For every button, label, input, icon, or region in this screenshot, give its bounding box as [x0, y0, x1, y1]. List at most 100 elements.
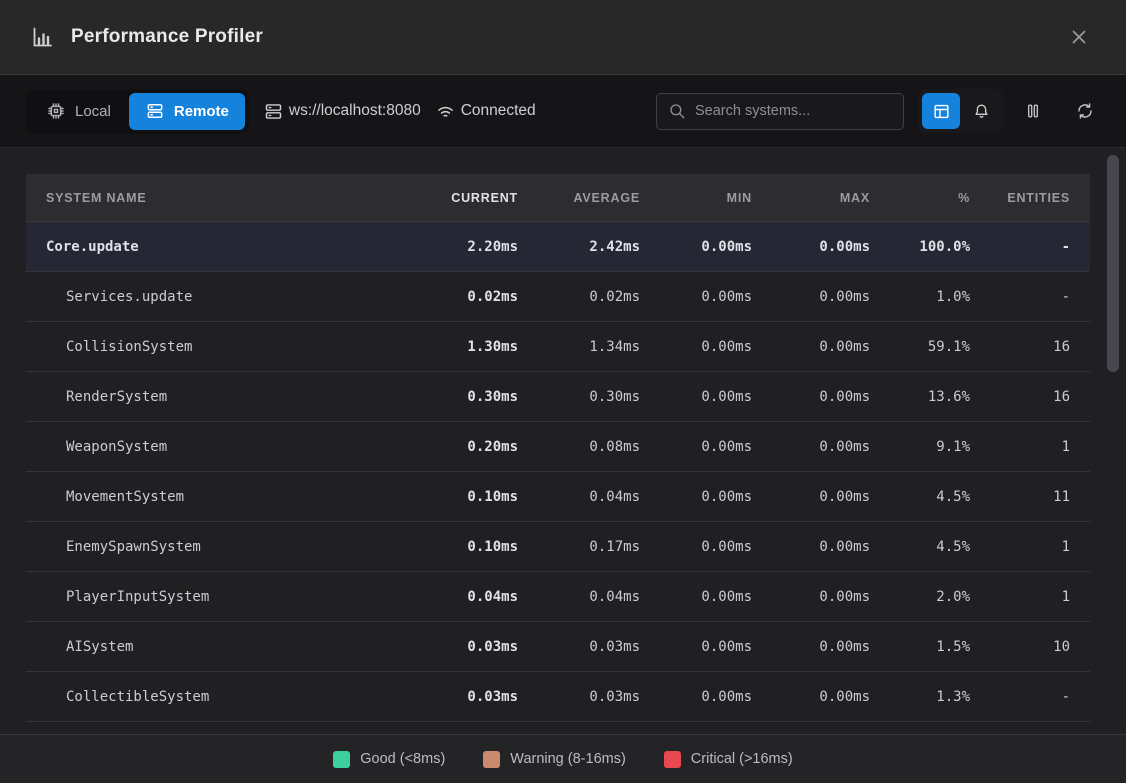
system-name-cell: RenderSystem	[66, 388, 168, 405]
table-row[interactable]: AISystem 0.03ms 0.03ms 0.00ms 0.00ms 1.5…	[26, 622, 1090, 672]
window-title: Performance Profiler	[71, 26, 263, 47]
column-header-system-name[interactable]: SYSTEM NAME	[46, 190, 147, 205]
table-row[interactable]: MovementSystem 0.10ms 0.04ms 0.00ms 0.00…	[26, 472, 1090, 522]
current-cell: 0.30ms	[467, 388, 518, 405]
average-cell: 0.04ms	[589, 588, 640, 605]
legend-item-good: Good (<8ms)	[333, 750, 446, 768]
percent-cell: 2.0%	[936, 588, 970, 605]
bar-chart-icon	[30, 25, 54, 49]
max-cell: 0.00ms	[819, 438, 870, 455]
column-header-max[interactable]: MAX	[839, 190, 870, 205]
table-area: SYSTEM NAME CURRENT AVERAGE MIN MAX % EN…	[0, 148, 1126, 734]
min-cell: 0.00ms	[701, 488, 752, 505]
legend-good-label: Good (<8ms)	[360, 751, 446, 767]
close-button[interactable]	[1062, 20, 1096, 54]
system-name-cell: CollisionSystem	[66, 338, 193, 355]
average-cell: 0.30ms	[589, 388, 640, 405]
refresh-button[interactable]	[1070, 93, 1100, 129]
entities-cell: 16	[1053, 388, 1070, 405]
scrollbar-thumb[interactable]	[1107, 155, 1119, 372]
column-header-average[interactable]: AVERAGE	[573, 190, 640, 205]
min-cell: 0.00ms	[701, 438, 752, 455]
max-cell: 0.00ms	[819, 538, 870, 555]
remote-mode-button[interactable]: Remote	[128, 92, 245, 130]
good-swatch	[333, 750, 351, 768]
mode-toggle: Local Remote	[26, 88, 249, 134]
min-cell: 0.00ms	[701, 238, 752, 255]
max-cell: 0.00ms	[819, 338, 870, 355]
table-row[interactable]: WeaponSystem 0.20ms 0.08ms 0.00ms 0.00ms…	[26, 422, 1090, 472]
percent-cell: 4.5%	[936, 538, 970, 555]
average-cell: 0.17ms	[589, 538, 640, 555]
column-header-entities[interactable]: ENTITIES	[1007, 190, 1070, 205]
current-cell: 0.04ms	[467, 588, 518, 605]
table-row[interactable]: EnemySpawnSystem 0.10ms 0.17ms 0.00ms 0.…	[26, 522, 1090, 572]
alerts-button[interactable]	[962, 93, 1000, 129]
percent-cell: 4.5%	[936, 488, 970, 505]
connection-status: Connected	[435, 101, 536, 122]
min-cell: 0.00ms	[701, 638, 752, 655]
toolbar: Local Remote	[0, 75, 1126, 148]
percent-cell: 59.1%	[927, 338, 970, 355]
table-row[interactable]: RenderSystem 0.30ms 0.30ms 0.00ms 0.00ms…	[26, 372, 1090, 422]
cpu-chip-icon	[46, 101, 66, 121]
max-cell: 0.00ms	[819, 688, 870, 705]
table-header: SYSTEM NAME CURRENT AVERAGE MIN MAX % EN…	[26, 174, 1090, 222]
average-cell: 0.08ms	[589, 438, 640, 455]
system-name-cell: Services.update	[66, 288, 193, 305]
legend-item-critical: Critical (>16ms)	[663, 750, 793, 768]
min-cell: 0.00ms	[701, 388, 752, 405]
columns-view-button[interactable]	[922, 93, 960, 129]
current-cell: 0.02ms	[467, 288, 518, 305]
average-cell: 0.03ms	[589, 688, 640, 705]
current-cell: 2.20ms	[467, 238, 518, 255]
column-header-percent[interactable]: %	[958, 190, 970, 205]
server-icon	[263, 101, 284, 122]
local-mode-button[interactable]: Local	[30, 93, 127, 130]
table-row[interactable]: Core.update 2.20ms 2.42ms 0.00ms 0.00ms …	[26, 222, 1090, 272]
max-cell: 0.00ms	[819, 588, 870, 605]
search-input[interactable]	[695, 103, 892, 119]
view-button-group	[918, 89, 1004, 133]
system-name-cell: CollectibleSystem	[66, 688, 210, 705]
max-cell: 0.00ms	[819, 238, 870, 255]
warning-swatch	[483, 750, 501, 768]
average-cell: 0.03ms	[589, 638, 640, 655]
legend-item-warning: Warning (8-16ms)	[483, 750, 626, 768]
search-box	[656, 92, 904, 130]
max-cell: 0.00ms	[819, 638, 870, 655]
min-cell: 0.00ms	[701, 288, 752, 305]
table-row[interactable]: PlayerInputSystem 0.04ms 0.04ms 0.00ms 0…	[26, 572, 1090, 622]
table-body: Core.update 2.20ms 2.42ms 0.00ms 0.00ms …	[26, 222, 1090, 722]
window-header: Performance Profiler	[0, 0, 1126, 75]
legend-warning-label: Warning (8-16ms)	[510, 751, 626, 767]
column-header-current[interactable]: CURRENT	[451, 190, 518, 205]
entities-cell: -	[1061, 688, 1070, 705]
percent-cell: 1.0%	[936, 288, 970, 305]
entities-cell: -	[1061, 288, 1070, 305]
system-name-cell: PlayerInputSystem	[66, 588, 210, 605]
max-cell: 0.00ms	[819, 288, 870, 305]
average-cell: 0.02ms	[589, 288, 640, 305]
table-row[interactable]: CollisionSystem 1.30ms 1.34ms 0.00ms 0.0…	[26, 322, 1090, 372]
min-cell: 0.00ms	[701, 588, 752, 605]
remote-mode-label: Remote	[173, 102, 229, 120]
entities-cell: 1	[1061, 538, 1070, 555]
average-cell: 0.04ms	[589, 488, 640, 505]
percent-cell: 13.6%	[927, 388, 970, 405]
table-row[interactable]: CollectibleSystem 0.03ms 0.03ms 0.00ms 0…	[26, 672, 1090, 722]
legend-footer: Good (<8ms) Warning (8-16ms) Critical (>…	[0, 734, 1126, 783]
column-header-min[interactable]: MIN	[726, 190, 752, 205]
critical-swatch	[663, 750, 681, 768]
local-mode-label: Local	[75, 102, 111, 120]
server-icon	[145, 101, 165, 121]
min-cell: 0.00ms	[701, 688, 752, 705]
current-cell: 0.10ms	[467, 538, 518, 555]
system-name-cell: Core.update	[46, 238, 139, 255]
pause-button[interactable]	[1018, 93, 1048, 129]
ws-url-text: ws://localhost:8080	[288, 102, 421, 119]
entities-cell: 10	[1053, 638, 1070, 655]
table-row[interactable]: Services.update 0.02ms 0.02ms 0.00ms 0.0…	[26, 272, 1090, 322]
average-cell: 2.42ms	[589, 238, 640, 255]
